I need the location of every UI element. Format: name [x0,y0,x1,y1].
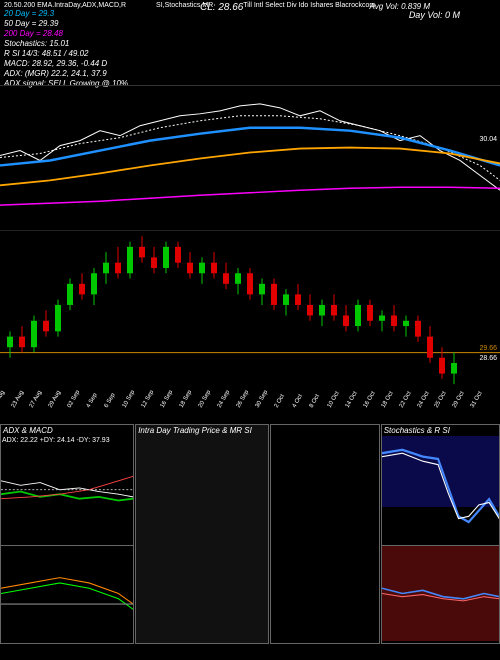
stochastics-panel: Stochastics & R SI [381,424,500,644]
hline-label: 29.66 [478,345,498,352]
adx-values: ADX: 22.22 +DY: 24.14 -DY: 37.93 [1,436,133,445]
header-stat-3: Stochastics: 15.01 [4,39,496,49]
header: 20.50.200 EMA.IntraDay,ADX,MACD,R SI,Sto… [0,0,500,85]
header-stat-6: ADX: (MGR) 22.2, 24.1, 37.9 [4,69,496,79]
close-value: CL: 28.66 [200,2,243,13]
intraday-panel: Intra Day Trading Price & MR SI [135,424,269,644]
empty-panel [270,424,379,644]
header-stat-2: 200 Day = 28.48 [4,29,496,39]
ema-chart: 30.04 [0,85,500,230]
day-vol: Day Vol: 0 M [409,10,460,20]
bottom-panels: ADX & MACD ADX: 22.22 +DY: 24.14 -DY: 37… [0,424,500,644]
hdr-left: 20.50.200 EMA.IntraDay,ADX,MACD,R [4,2,126,9]
date-axis: 21 Aug23 Aug27 Aug29 Aug02 Sep4 Sep6 Sep… [0,400,500,424]
adx-macd-panel: ADX & MACD ADX: 22.22 +DY: 24.14 -DY: 37… [0,424,134,644]
candle-chart: 29.66 28.66 [0,230,500,400]
header-stat-4: R SI 14/3: 48.51 / 49.02 [4,49,496,59]
header-stat-5: MACD: 28.92, 29.36, -0.44 D [4,59,496,69]
header-stat-1: 50 Day = 29.39 [4,19,496,29]
label-30: 30.04 [478,136,498,143]
hdr-right: Till Intl Select Div Ido Ishares Blacroc… [243,2,375,9]
bottom-label: 28.66 [478,355,498,362]
